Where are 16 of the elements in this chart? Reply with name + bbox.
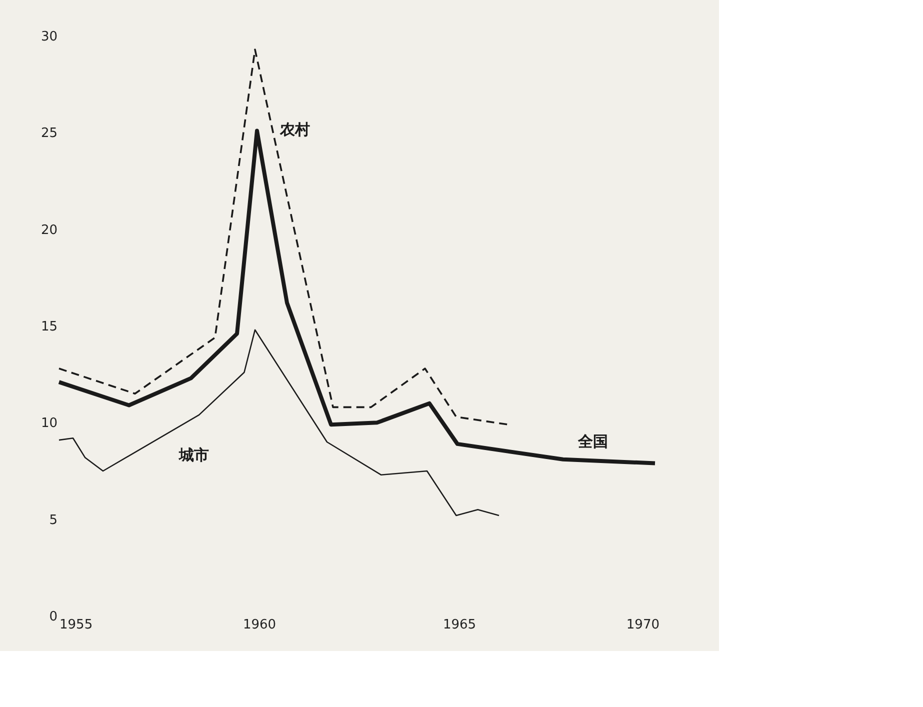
- series-label: 城市: [178, 446, 209, 464]
- y-tick-label: 30: [40, 30, 58, 44]
- y-tick-label: 20: [40, 222, 58, 238]
- series-label: 农村: [279, 120, 310, 139]
- x-tick-label: 1955: [60, 618, 93, 632]
- x-tick-label: 1965: [442, 618, 476, 632]
- line-series: [58, 329, 500, 516]
- y-tick-label: 15: [40, 320, 58, 334]
- y-tick-label: 10: [40, 416, 58, 432]
- y-tick-label: 0: [49, 610, 58, 624]
- y-tick-label: 25: [40, 126, 58, 142]
- x-tick-label: 1970: [626, 618, 660, 632]
- series-label: 全国: [577, 432, 608, 450]
- line-series: [58, 48, 510, 426]
- x-tick-label: 1960: [242, 618, 276, 632]
- y-tick-label: 5: [49, 512, 58, 528]
